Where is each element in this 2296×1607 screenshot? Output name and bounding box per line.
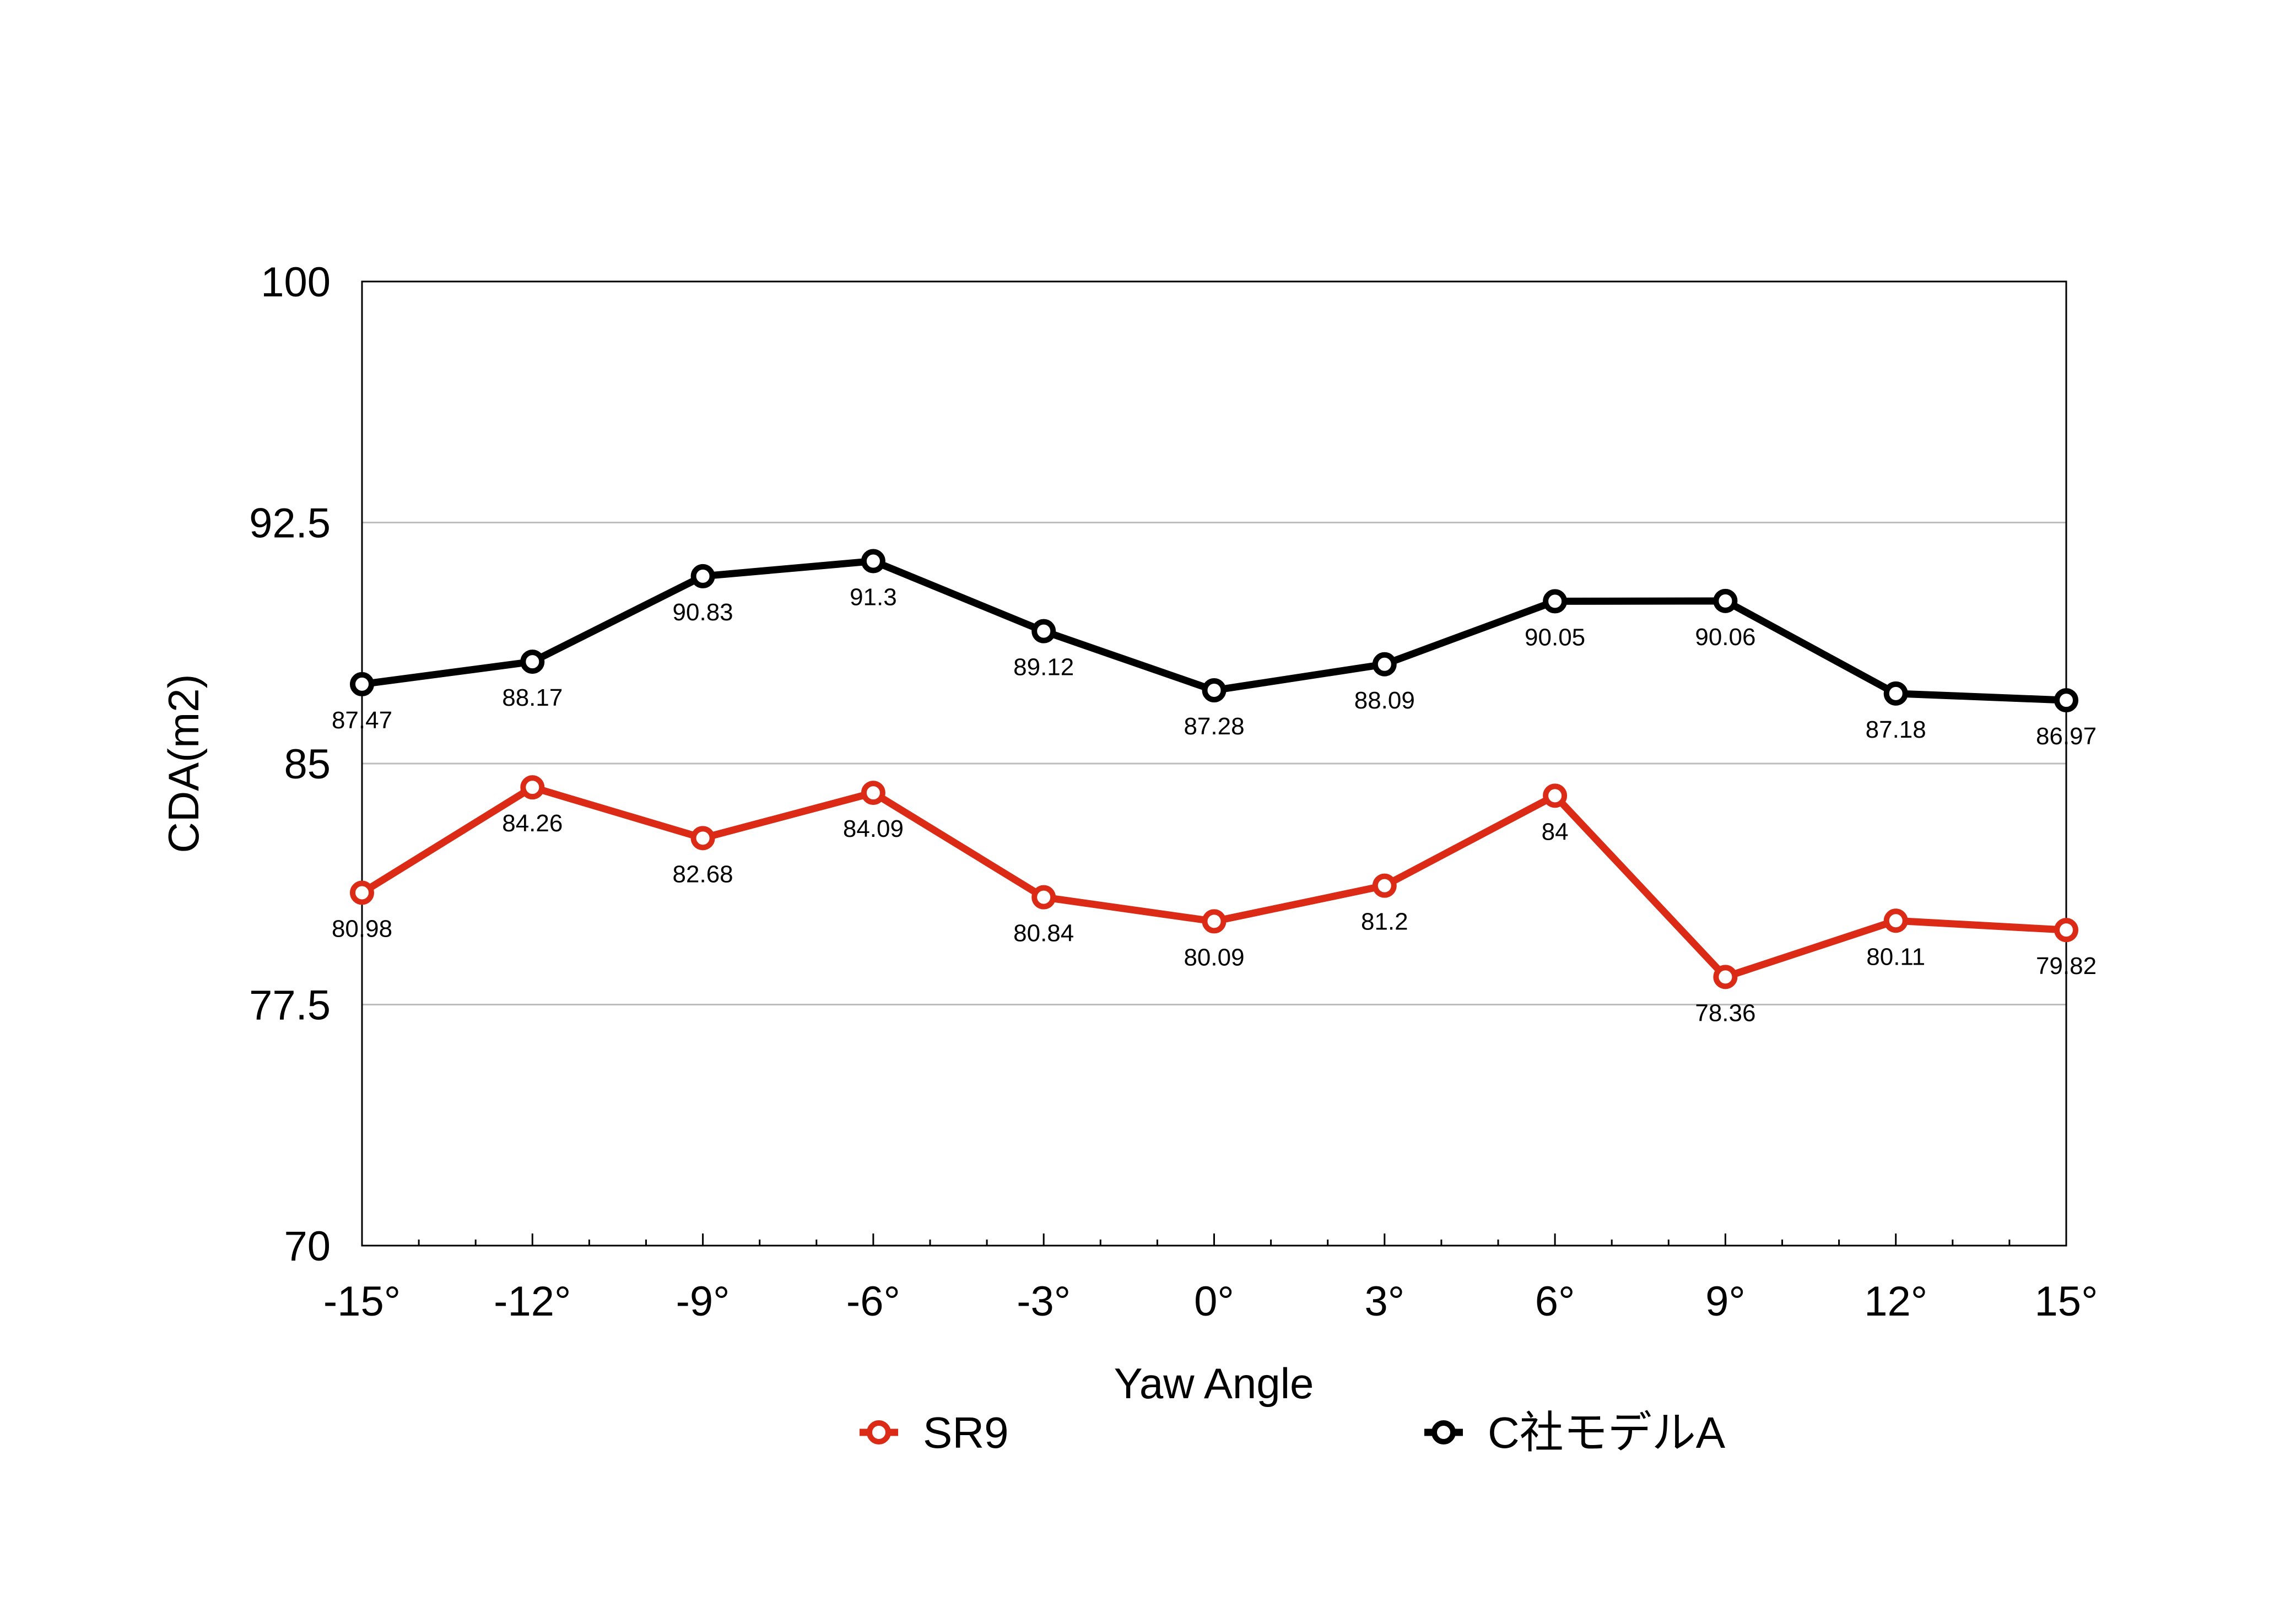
data-label: 91.3 [850,584,897,611]
x-tick-label: -6° [846,1278,900,1325]
series-sr9: 80.98 84.26 82.68 84.09 80.84 80.09 81.2 84 78.3… [332,775,2097,1026]
x-tick-label: -12° [494,1278,571,1325]
data-label: 90.05 [1525,624,1585,651]
data-point [1031,885,1056,910]
data-label: 89.12 [1013,654,1074,681]
x-tick-label: 12° [1864,1278,1927,1325]
x-axis-tick-labels: -15° -12° -9° -6° -3° 0° 3° 6° 9° 12° 15° [323,1278,2098,1325]
data-label: 88.09 [1354,687,1415,714]
x-tick-label: -15° [323,1278,401,1325]
data-label: 86.97 [2036,723,2097,750]
data-point [1202,909,1227,934]
data-label: 80.11 [1866,943,1925,970]
data-label: 90.83 [673,599,733,626]
data-point [690,826,715,851]
gridlines [362,522,2066,1005]
legend-label-c-model-a: C社モデルA [1488,1408,1726,1457]
x-tick-label: -9° [676,1278,730,1325]
data-label: 88.17 [502,684,563,711]
data-point [690,564,715,588]
data-point [1372,652,1397,677]
data-point [350,880,374,905]
data-label: 84.09 [843,815,904,842]
series-layer: 80.98 84.26 82.68 84.09 80.84 80.09 81.2 84 78.3… [332,549,2097,1026]
data-label: 87.18 [1866,716,1926,743]
data-point [1031,619,1056,643]
data-label: 81.2 [1361,908,1408,935]
legend-marker-sr9 [867,1420,891,1444]
y-tick-label: 77.5 [249,982,331,1029]
data-point [350,672,374,696]
data-point [1372,873,1397,898]
data-point [1543,589,1568,614]
y-axis-tick-labels: 70 77.5 85 92.5 100 [249,259,331,1270]
data-point [520,650,545,674]
data-label: 79.82 [2036,953,2097,980]
x-axis-title: Yaw Angle [1114,1359,1314,1408]
y-tick-label: 70 [284,1223,331,1270]
y-tick-label: 100 [261,259,331,306]
data-label: 80.09 [1184,944,1244,971]
data-label: 84 [1542,818,1569,845]
x-tick-label: 9° [1705,1278,1746,1325]
data-label: 80.84 [1013,920,1074,947]
y-tick-label: 85 [284,741,331,788]
data-label: 90.06 [1695,624,1755,651]
legend-item-c-model-a[interactable]: C社モデルA [1424,1408,1726,1457]
x-tick-label: 0° [1194,1278,1234,1325]
data-label: 80.98 [332,916,392,943]
data-label: 78.36 [1695,999,1755,1026]
series-c-model-a: 87.47 88.17 90.83 91.3 89.12 87.28 88.09 90.05 9… [332,549,2097,750]
data-label: 87.28 [1184,713,1244,740]
data-point [1713,965,1738,989]
y-axis-title: CDA(m2) [159,674,208,853]
data-point [861,781,885,805]
data-point [1883,681,1908,706]
data-point [1543,783,1568,808]
legend-label-sr9: SR9 [923,1408,1009,1457]
data-point [2054,688,2078,713]
data-point [1202,678,1227,702]
x-tick-label: 15° [2035,1278,2098,1325]
data-point [1713,588,1738,613]
y-tick-label: 92.5 [249,500,331,547]
data-point [1883,908,1908,933]
x-tick-label: 6° [1535,1278,1575,1325]
data-label: 87.47 [332,707,392,734]
data-point [2054,918,2078,943]
legend: SR9 C社モデルA [860,1408,1726,1457]
x-tick-label: -3° [1017,1278,1071,1325]
x-axis-ticks [361,1233,2067,1246]
data-point [861,549,885,573]
data-label: 82.68 [673,861,733,888]
x-tick-label: 3° [1364,1278,1404,1325]
data-point [520,775,545,800]
data-label: 84.26 [502,810,563,837]
legend-marker-c-model-a [1431,1420,1456,1444]
legend-item-sr9[interactable]: SR9 [860,1408,1009,1457]
